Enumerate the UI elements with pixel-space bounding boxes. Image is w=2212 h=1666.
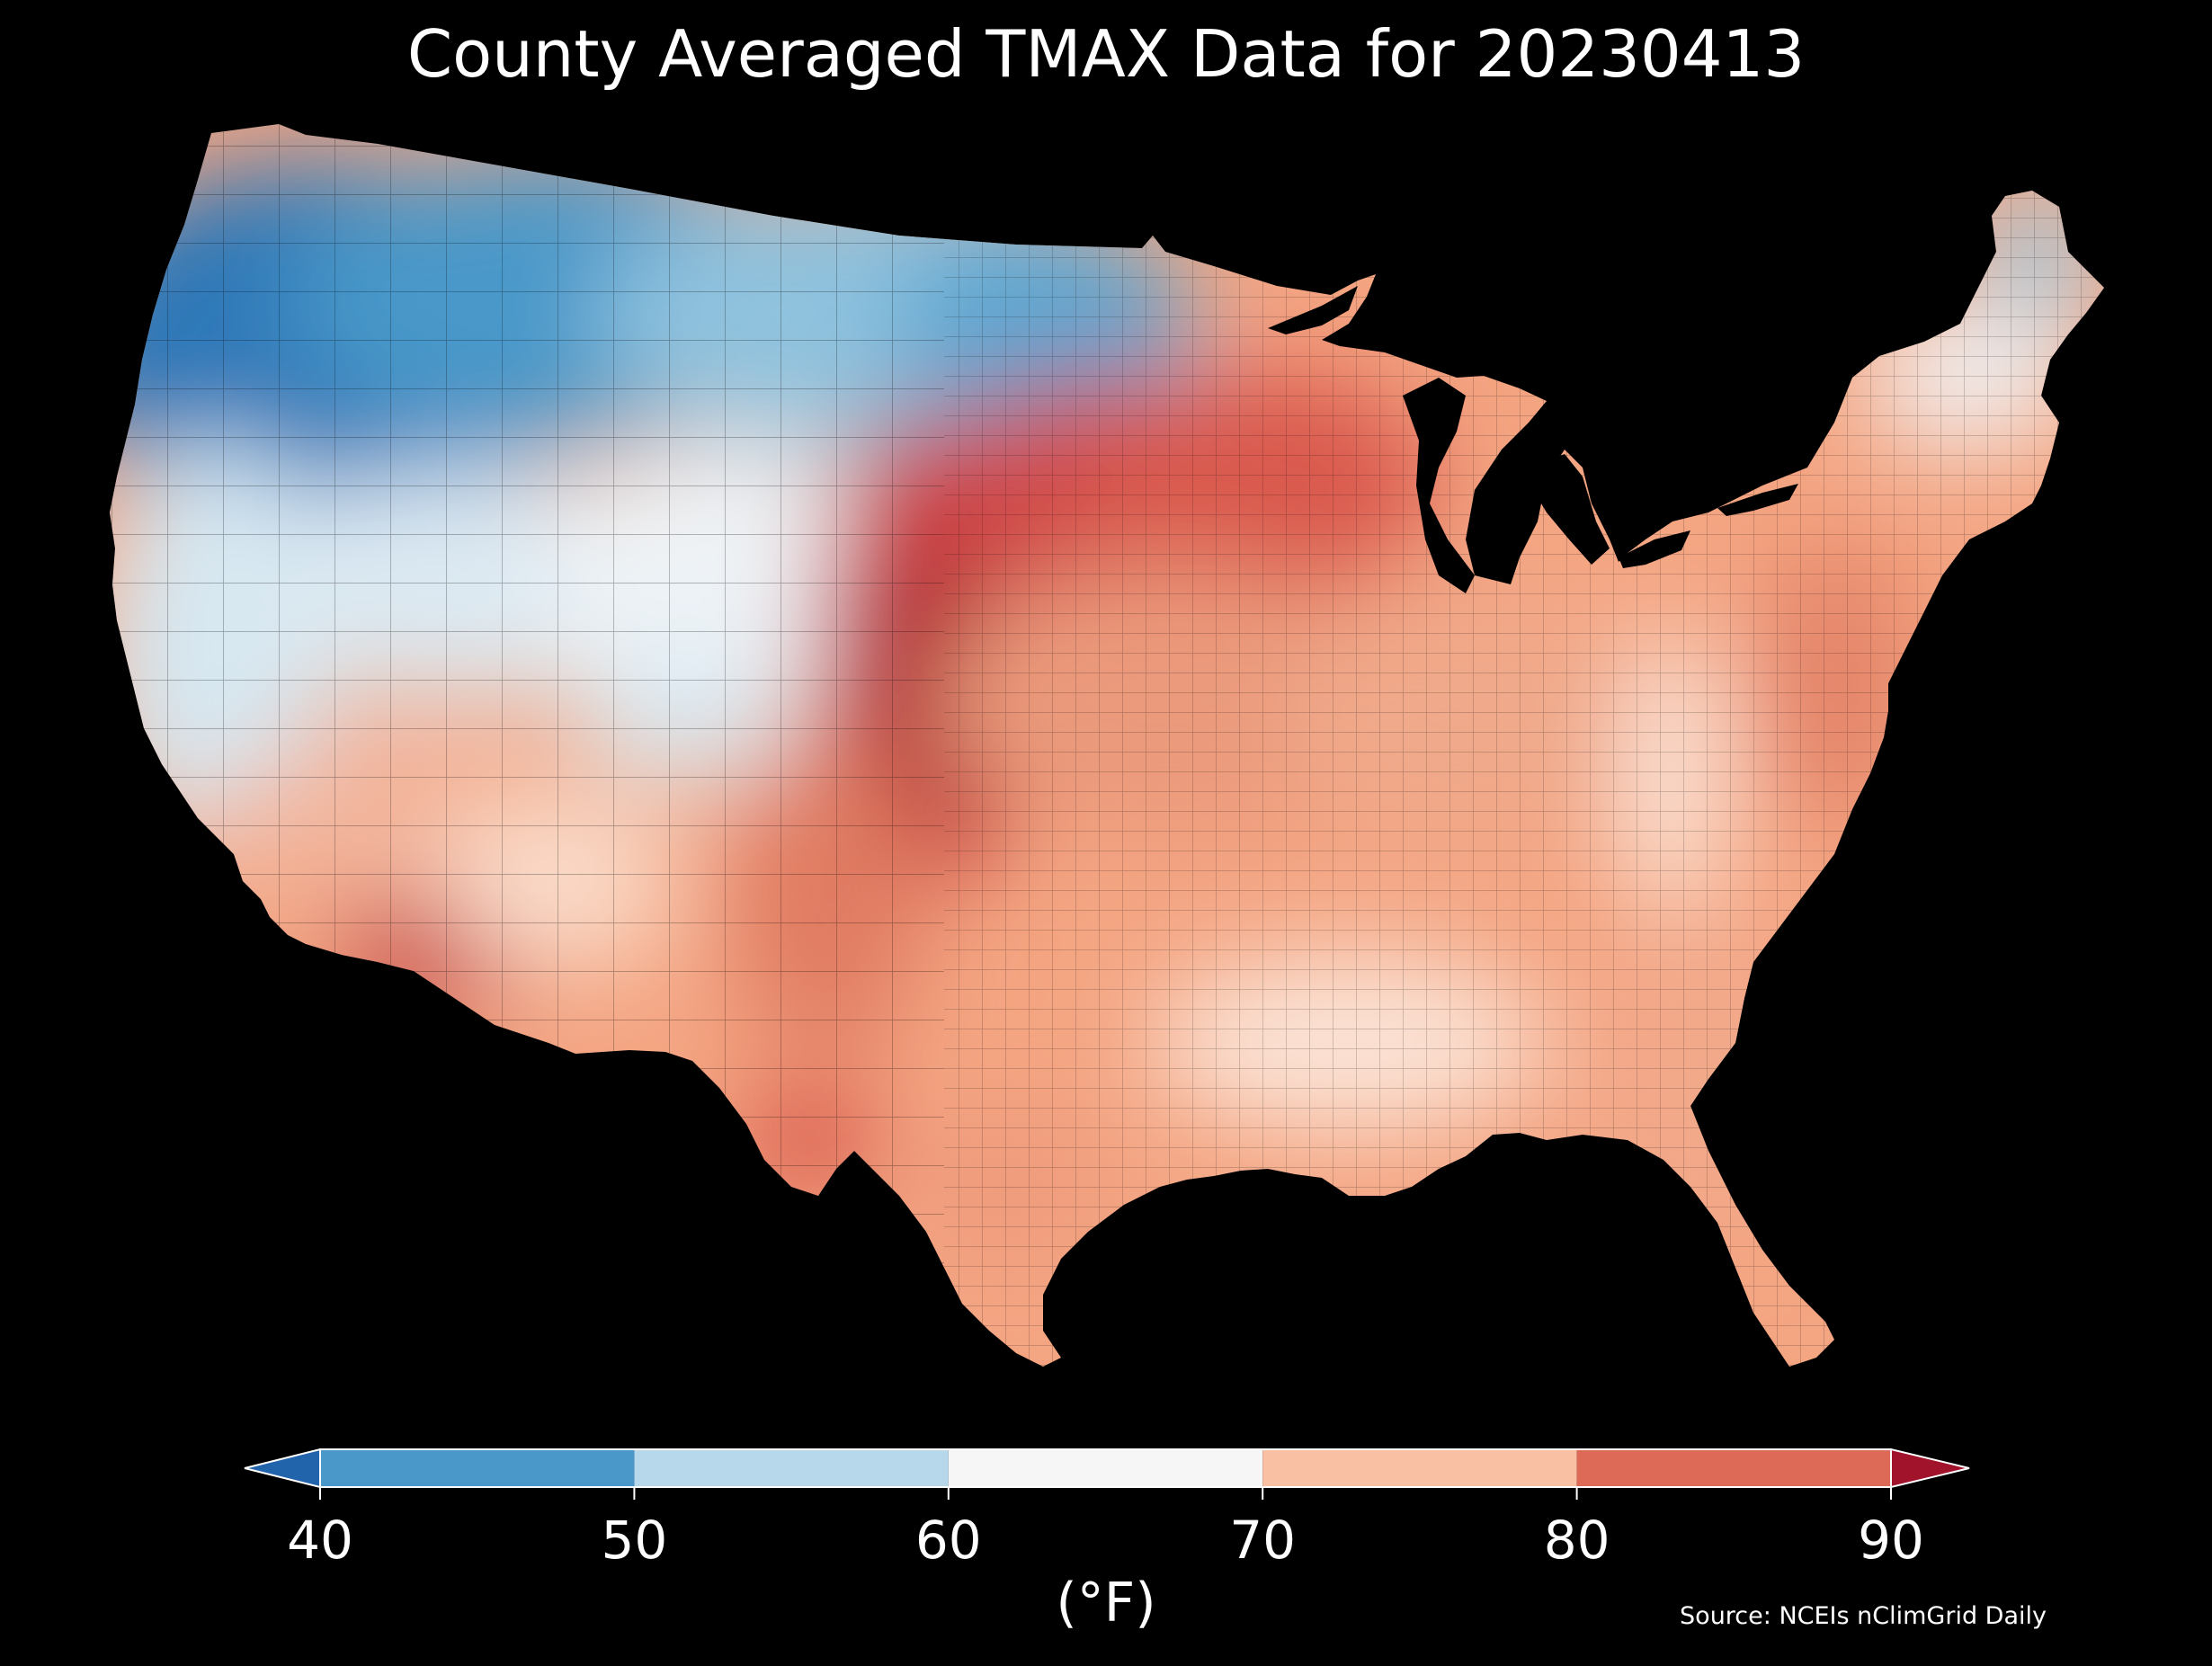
colorbar-under-arrow — [244, 1448, 321, 1489]
source-credit: Source: NCEIs nClimGrid Daily — [1680, 1602, 2047, 1630]
colorbar: 40 50 60 70 80 90 — [244, 1448, 1970, 1571]
colorbar-bin — [320, 1449, 635, 1487]
colorbar-bin — [1576, 1449, 1891, 1487]
colorbar-frame — [319, 1448, 1892, 1488]
colorbar-tick-label: 60 — [915, 1510, 982, 1571]
great-lakes — [1268, 286, 1798, 593]
map-title: County Averaged TMAX Data for 20230413 — [406, 16, 1806, 92]
colorbar-bin — [1262, 1449, 1577, 1487]
colorbar-tick-label: 40 — [287, 1510, 353, 1571]
colorbar-tick-label: 80 — [1544, 1510, 1610, 1571]
temperature-field — [110, 124, 2104, 1367]
colorbar-tick-label: 90 — [1858, 1510, 1924, 1571]
colorbar-tick-label: 70 — [1229, 1510, 1296, 1571]
colorbar-unit-label: (°F) — [1056, 1572, 1156, 1635]
colorbar-bin — [948, 1449, 1263, 1487]
colorbar-bin — [634, 1449, 949, 1487]
colorbar-tick-label: 50 — [601, 1510, 667, 1571]
colorbar-over-arrow — [1890, 1448, 1970, 1489]
